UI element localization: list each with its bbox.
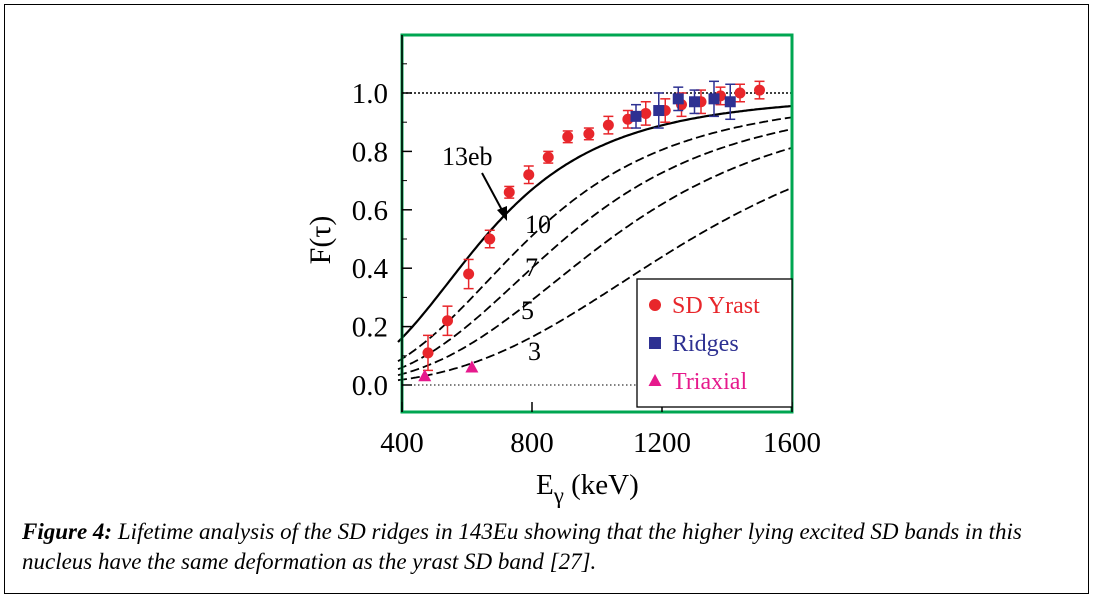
point-sd-yrast [542, 151, 554, 163]
point-sd-yrast [583, 128, 595, 140]
point-ridges [708, 93, 720, 105]
curve-label-3: 3 [528, 337, 541, 366]
point-sd-yrast [562, 131, 574, 143]
model-curves [397, 104, 793, 382]
point-sd-yrast [422, 347, 434, 359]
legend: SD Yrast Ridges Triaxial [636, 278, 793, 408]
point-ridges [724, 96, 736, 108]
point-sd-yrast [503, 186, 515, 198]
point-sd-yrast [442, 315, 453, 327]
x-axis-title: Eγ (keV) [536, 469, 639, 508]
arrow-head [497, 206, 507, 221]
curve-7 [397, 128, 793, 371]
point-sd-yrast [463, 268, 475, 280]
legend-marker-circle [649, 299, 661, 311]
y-tick-label: 0.4 [352, 253, 389, 285]
y-tick-label: 0.0 [352, 370, 388, 402]
y-tick-label: 1.0 [352, 78, 388, 110]
chart: 0.0 0.2 0.4 0.6 0.8 1.0 400 800 1200 1600 13eb 10 7… [304, 33, 821, 508]
point-triaxial [465, 360, 479, 373]
curve-label-13eb: 13eb [442, 142, 493, 171]
legend-marker-triangle [648, 374, 662, 386]
point-sd-yrast [484, 233, 496, 245]
curve-labels: 13eb 10 7 5 3 [442, 142, 551, 366]
point-sd-yrast [640, 107, 652, 119]
point-ridges [653, 105, 665, 117]
curve-label-10: 10 [525, 210, 551, 239]
legend-label: SD Yrast [672, 293, 760, 319]
data-points [418, 80, 765, 382]
point-ridges [672, 93, 684, 105]
x-tick-label: 1600 [763, 427, 821, 459]
caption-text: Lifetime analysis of the SD ridges in 14… [22, 519, 1022, 574]
point-sd-yrast [523, 169, 535, 181]
legend-box [636, 278, 793, 408]
curve-label-7: 7 [525, 253, 538, 282]
point-sd-yrast [734, 87, 746, 99]
x-tick-label: 400 [380, 427, 424, 459]
curve-3 [397, 186, 793, 382]
legend-label: Triaxial [672, 369, 747, 395]
y-tick-label: 0.8 [352, 136, 388, 168]
curve-label-arrow [481, 172, 504, 213]
point-ridges [630, 110, 642, 122]
axis-ticks: 0.0 0.2 0.4 0.6 0.8 1.0 400 800 1200 1600 [352, 63, 821, 459]
curve-10 [397, 116, 793, 362]
point-sd-yrast [754, 84, 765, 96]
point-sd-yrast [602, 119, 614, 131]
x-tick-label: 800 [510, 427, 554, 459]
point-triaxial [418, 369, 432, 382]
curve-13eb [397, 104, 793, 343]
plot-area [400, 33, 794, 414]
curve-label-5: 5 [521, 296, 534, 325]
figure-caption: Figure 4: Lifetime analysis of the SD ri… [22, 517, 1082, 577]
y-axis-title: F(τ) [304, 216, 337, 265]
figure-frame [4, 4, 1089, 594]
point-ridges [689, 96, 700, 108]
legend-marker-square [649, 337, 661, 349]
caption-label: Figure 4: [22, 519, 113, 544]
legend-label: Ridges [672, 331, 739, 357]
x-tick-label: 1200 [633, 427, 691, 459]
y-tick-label: 0.6 [352, 195, 388, 227]
axis-titles: Eγ (keV) F(τ) [304, 216, 639, 508]
y-tick-label: 0.2 [352, 312, 388, 344]
curve-5 [397, 146, 793, 377]
